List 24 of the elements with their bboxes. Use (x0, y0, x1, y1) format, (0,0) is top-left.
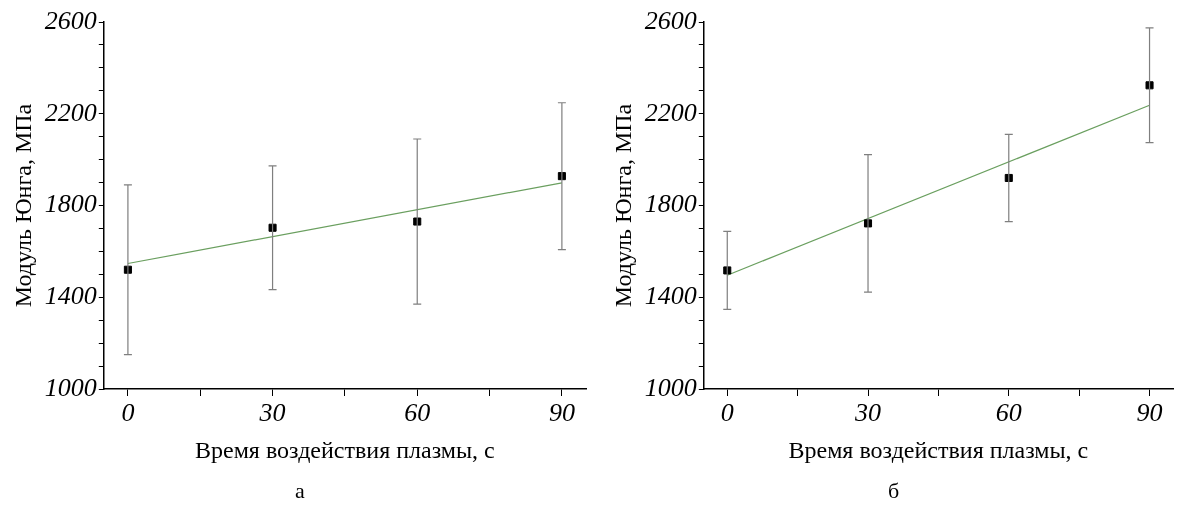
x-tick-label: 0 (720, 398, 734, 428)
x-tick-label: 30 (854, 398, 882, 428)
y-tick-label: 1000 (644, 372, 697, 402)
y-tick-label: 1800 (644, 189, 697, 219)
y-axis-title: Модуль Юнга, МПа (9, 103, 36, 308)
y-axis-title: Модуль Юнга, МПа (609, 103, 636, 308)
y-tick-label: 1400 (644, 281, 697, 311)
x-tick-label: 90 (548, 398, 575, 428)
x-axis-title: Время воздействия плазмы, с (195, 436, 495, 463)
x-tick-label: 30 (258, 398, 286, 428)
y-tick-label: 1000 (44, 372, 97, 402)
x-tick-label: 90 (1136, 398, 1163, 428)
y-tick-label: 1800 (44, 189, 97, 219)
y-tick-label: 2200 (644, 97, 697, 127)
y-tick-label: 1400 (44, 281, 97, 311)
text: б (886, 478, 901, 504)
x-tick-label: 60 (404, 398, 431, 428)
x-axis-title: Время воздействия плазмы, с (788, 436, 1089, 463)
x-tick-label: 60 (995, 398, 1022, 428)
y-tick-label: 2200 (44, 97, 97, 127)
y-tick-label: 2600 (644, 5, 697, 35)
text: а (294, 478, 306, 504)
y-tick-label: 2600 (44, 5, 97, 35)
x-tick-label: 0 (121, 398, 135, 428)
